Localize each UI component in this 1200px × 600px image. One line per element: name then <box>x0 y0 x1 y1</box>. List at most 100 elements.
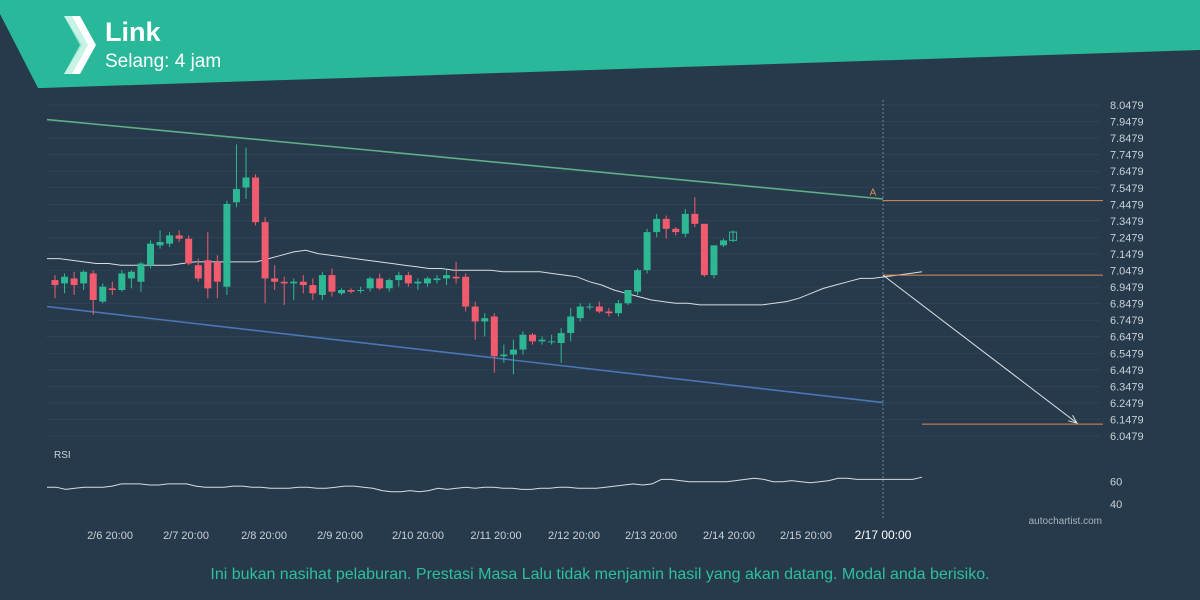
candle-body <box>299 281 307 286</box>
candle-body <box>366 278 374 289</box>
candle-body <box>710 245 718 276</box>
candle-body <box>347 290 355 292</box>
candle-body <box>509 349 517 355</box>
candle-body <box>309 285 317 294</box>
candle-body <box>672 228 680 233</box>
candle-body <box>252 177 260 223</box>
y-tick-label: 7.3479 <box>1110 216 1144 228</box>
candle-body <box>605 311 613 314</box>
y-tick-label: 7.0479 <box>1110 266 1144 278</box>
candle-body <box>548 341 556 343</box>
candle-body <box>729 231 738 241</box>
candle-body <box>691 213 699 224</box>
candle-body <box>213 261 221 282</box>
chart-title: Link <box>105 17 161 47</box>
y-tick-label: 6.5479 <box>1110 348 1144 360</box>
y-tick-label: 7.1479 <box>1110 249 1144 261</box>
candle-body <box>614 303 622 314</box>
channel-upper-line <box>46 118 884 200</box>
candle-body <box>328 275 336 292</box>
x-tick-label: 2/13 20:00 <box>625 530 677 542</box>
candle-body <box>357 290 365 292</box>
channel-lines <box>46 118 884 404</box>
candle-body <box>232 189 240 203</box>
pattern-levels: A <box>870 188 1103 425</box>
candle-body <box>147 243 154 266</box>
candle-body <box>423 278 431 284</box>
candle-body <box>404 275 412 284</box>
candle-body <box>51 280 59 286</box>
x-tick-label: 2/6 20:00 <box>87 530 133 542</box>
candle-body <box>175 235 183 239</box>
candle-body <box>118 273 126 291</box>
channel-lower-line <box>46 305 884 404</box>
x-tick-label: 2/8 20:00 <box>241 530 287 542</box>
candle-body <box>318 275 326 295</box>
x-tick-label: 2/9 20:00 <box>317 530 363 542</box>
candle-body <box>586 306 594 308</box>
candle-body <box>414 281 422 284</box>
candle-body <box>137 263 145 282</box>
watermark: autochartist.com <box>1029 516 1102 527</box>
rsi-tick-label: 60 <box>1110 477 1122 489</box>
rsi-label: RSI <box>54 450 71 461</box>
candle-body <box>290 281 298 284</box>
candle-body <box>385 280 393 289</box>
x-tick-label: 2/12 20:00 <box>548 530 600 542</box>
y-tick-label: 6.8479 <box>1110 299 1144 311</box>
candle-body <box>538 339 546 342</box>
rsi-line <box>47 476 923 493</box>
y-tick-label: 7.9479 <box>1110 117 1144 129</box>
x-tick-label: 2/11 20:00 <box>470 530 521 542</box>
candle-body <box>271 278 279 282</box>
candle-body <box>681 213 689 234</box>
chart-interval: Selang: 4 jam <box>105 51 222 72</box>
pattern-point-label: A <box>870 188 877 199</box>
candle-body <box>261 222 269 279</box>
y-tick-label: 6.4479 <box>1110 365 1144 377</box>
logo-icon <box>64 16 96 74</box>
candle-body <box>395 275 403 281</box>
candle-body <box>194 265 202 279</box>
y-tick-label: 6.7479 <box>1110 315 1144 327</box>
y-tick-label: 8.0479 <box>1110 100 1144 112</box>
y-tick-label: 7.5479 <box>1110 183 1144 195</box>
moving-average <box>47 249 923 306</box>
candle-body <box>529 334 536 342</box>
candle-body <box>89 273 97 300</box>
candle-body <box>462 276 470 307</box>
candle-body <box>720 240 727 246</box>
moving-average-line <box>47 249 923 306</box>
candle-body <box>280 281 288 284</box>
rsi-panel: RSI 60 40 <box>47 450 1122 511</box>
candle-body <box>70 278 78 286</box>
candle-body <box>204 260 212 289</box>
candle-body <box>338 290 345 294</box>
y-tick-label: 6.2479 <box>1110 398 1144 410</box>
y-tick-label: 6.3479 <box>1110 381 1144 393</box>
candle-body <box>99 286 107 302</box>
candle-body <box>127 271 135 279</box>
candle-body <box>376 278 384 289</box>
candle-body <box>156 242 164 246</box>
candle-body <box>61 276 69 284</box>
y-tick-label: 7.6479 <box>1110 166 1144 178</box>
candle-body <box>166 235 174 244</box>
candle-body <box>700 223 708 276</box>
x-tick-label: 2/7 20:00 <box>163 530 209 542</box>
y-tick-label: 6.6479 <box>1110 332 1144 344</box>
candle-body <box>624 290 632 304</box>
candle-body <box>643 232 651 271</box>
candles <box>51 144 738 375</box>
y-tick-label: 6.9479 <box>1110 282 1144 294</box>
candle-body <box>443 275 451 279</box>
y-tick-label: 7.4479 <box>1110 199 1144 211</box>
chart-grid <box>46 100 1100 520</box>
candle-body <box>500 354 508 357</box>
candle-body <box>433 278 441 281</box>
candle-body <box>185 238 193 264</box>
x-tick-label: 2/10 20:00 <box>392 530 444 542</box>
x-tick-label: 2/15 20:00 <box>780 530 832 542</box>
y-tick-label: 6.1479 <box>1110 414 1144 426</box>
